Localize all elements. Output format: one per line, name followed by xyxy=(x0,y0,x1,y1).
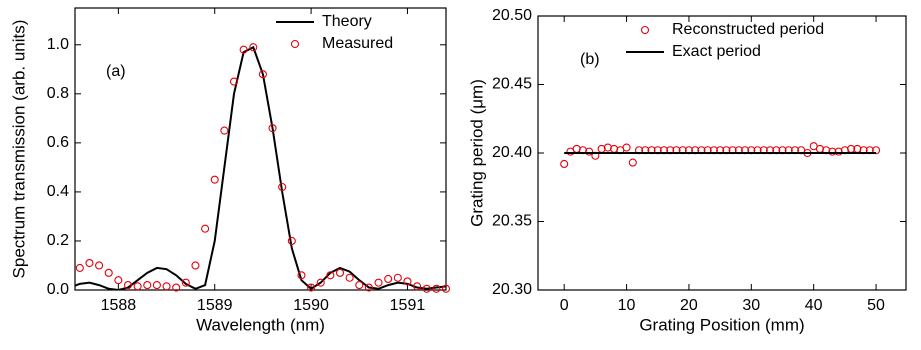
y-tick-label: 0.8 xyxy=(47,85,69,102)
marker xyxy=(143,281,152,290)
marker xyxy=(152,281,161,290)
marker xyxy=(172,283,181,292)
marker xyxy=(95,261,104,270)
legend-label: Theory xyxy=(322,13,372,30)
marker xyxy=(432,284,441,293)
marker xyxy=(201,224,210,233)
x-axis-label: Wavelength (nm) xyxy=(196,315,325,334)
y-tick-label: 20.40 xyxy=(492,144,532,161)
marker xyxy=(258,70,267,79)
x-tick-label: 1589 xyxy=(197,297,233,314)
marker xyxy=(603,143,612,152)
legend-label: Measured xyxy=(322,35,393,52)
marker xyxy=(191,261,200,270)
y-tick-label: 1.0 xyxy=(47,36,69,53)
marker xyxy=(622,143,631,152)
y-tick-label: 0.2 xyxy=(47,232,69,249)
series-line xyxy=(75,45,446,290)
x-tick-label: 1590 xyxy=(293,297,329,314)
y-tick-label: 20.35 xyxy=(492,213,532,230)
x-tick-label: 40 xyxy=(805,297,823,314)
marker xyxy=(374,278,383,287)
y-tick-label: 0.0 xyxy=(47,281,69,298)
marker xyxy=(585,147,594,156)
marker xyxy=(268,124,277,133)
marker xyxy=(85,258,94,268)
marker xyxy=(75,263,84,272)
marker xyxy=(162,282,171,291)
marker xyxy=(828,147,837,156)
y-tick-label: 0.4 xyxy=(47,183,69,200)
y-axis-label: Spectrum transmission (arb. units) xyxy=(9,20,28,279)
marker xyxy=(403,277,412,286)
marker xyxy=(393,273,402,282)
marker xyxy=(560,159,569,169)
marker xyxy=(335,268,345,277)
marker xyxy=(834,147,843,156)
marker xyxy=(364,283,373,292)
marker xyxy=(114,276,123,285)
marker xyxy=(181,278,190,287)
x-tick-label: 0 xyxy=(560,297,569,314)
y-tick-label: 20.45 xyxy=(492,76,532,93)
x-tick-label: 30 xyxy=(742,297,760,314)
legend-label: Reconstructed period xyxy=(672,21,824,38)
x-axis-label: Grating Position (mm) xyxy=(639,315,804,334)
marker xyxy=(123,281,133,290)
marker xyxy=(239,45,248,54)
marker xyxy=(413,282,422,291)
marker xyxy=(210,175,219,184)
panel-label: (b) xyxy=(580,51,600,68)
x-tick-label: 50 xyxy=(867,297,885,314)
panel-label: (a) xyxy=(106,63,126,80)
marker xyxy=(229,77,239,86)
legend-swatch xyxy=(290,39,300,49)
marker xyxy=(345,273,354,282)
y-tick-label: 20.30 xyxy=(492,281,532,298)
y-axis-label: Grating period (μm) xyxy=(467,79,486,227)
y-tick-label: 20.50 xyxy=(492,7,532,24)
marker xyxy=(422,284,431,293)
marker xyxy=(355,281,364,290)
x-tick-label: 1588 xyxy=(101,297,137,314)
x-tick-label: 1591 xyxy=(390,297,426,314)
x-tick-label: 20 xyxy=(680,297,698,314)
marker xyxy=(384,274,393,284)
legend-label: Exact period xyxy=(672,43,761,60)
x-tick-label: 10 xyxy=(618,297,636,314)
marker xyxy=(287,236,296,246)
marker xyxy=(220,126,229,135)
marker xyxy=(316,278,325,287)
marker xyxy=(297,271,306,280)
y-tick-label: 0.6 xyxy=(47,134,69,151)
legend-swatch xyxy=(640,25,650,35)
marker xyxy=(326,271,335,280)
plot-frame xyxy=(74,7,447,291)
marker xyxy=(104,268,113,277)
marker xyxy=(249,43,258,52)
marker xyxy=(441,284,451,293)
marker xyxy=(133,282,142,291)
marker xyxy=(628,158,637,167)
marker xyxy=(307,283,316,292)
marker xyxy=(278,182,287,192)
